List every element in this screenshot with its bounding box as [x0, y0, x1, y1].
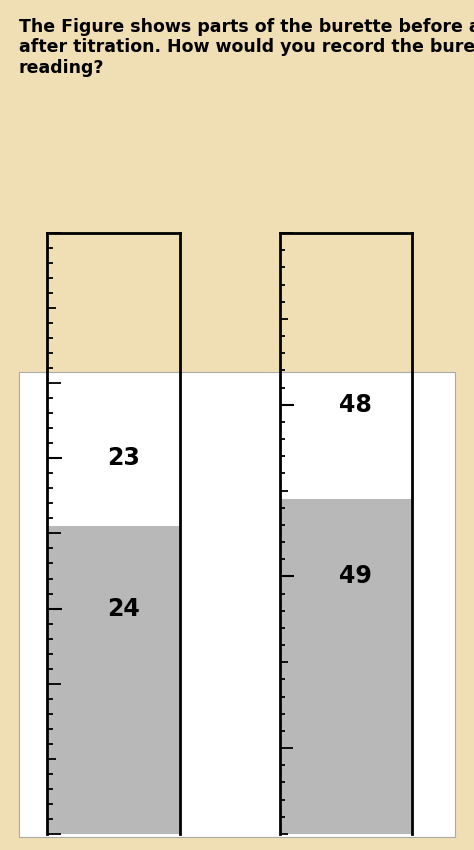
Text: 23: 23 — [107, 446, 140, 470]
Bar — [47, 526, 180, 834]
Text: 49: 49 — [339, 564, 372, 588]
Bar — [19, 372, 455, 837]
Text: 24: 24 — [107, 597, 140, 620]
Text: The Figure shows parts of the burette before and
after titration. How would you : The Figure shows parts of the burette be… — [19, 18, 474, 77]
Text: 48: 48 — [339, 393, 372, 416]
Bar — [280, 499, 412, 834]
